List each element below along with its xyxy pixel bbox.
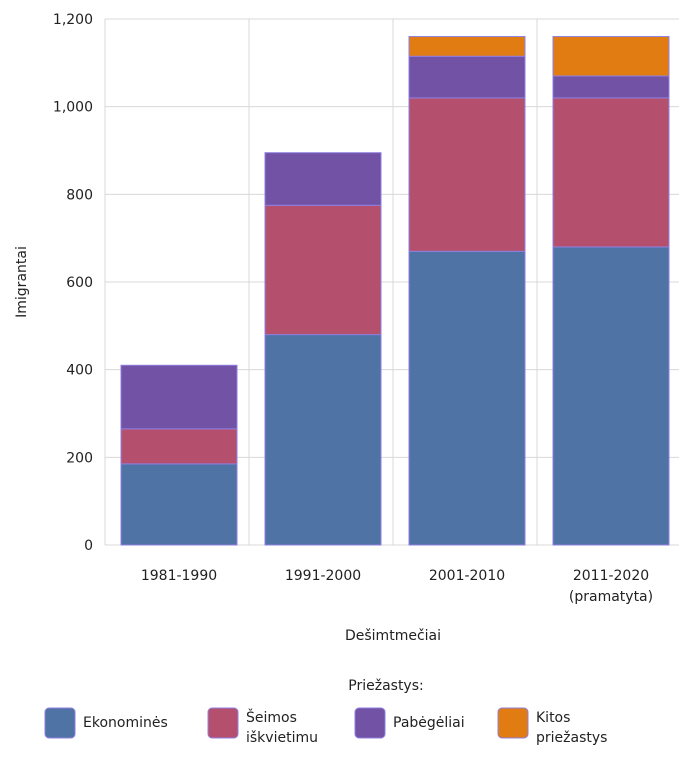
- bar-segment: [264, 204, 382, 336]
- legend: Priežastys: Ekonominės Šeimos iškvietimu Pa…: [44, 678, 607, 746]
- bar-segment: [264, 152, 382, 206]
- axes: Imigrantai Dešimtmečiai 0 200 400 600 800 1,0…: [14, 12, 653, 644]
- x-tick-label: 2001-2010: [429, 568, 505, 584]
- bar-segment: [408, 55, 526, 99]
- bar-segment: [120, 428, 238, 465]
- y-tick-label: 600: [66, 275, 93, 291]
- bar-segment: [552, 75, 670, 99]
- x-axis-title: Dešimtmečiai: [345, 628, 441, 644]
- y-tick-label: 1,200: [53, 12, 93, 28]
- bar-segment: [552, 97, 670, 248]
- bars: [120, 36, 670, 546]
- legend-label: Šeimos iškvietimu: [246, 708, 318, 746]
- y-tick-label: 800: [66, 187, 93, 203]
- bar-segment: [264, 334, 382, 546]
- legend-title: Priežastys:: [348, 678, 423, 694]
- y-axis-title: Imigrantai: [14, 246, 30, 318]
- legend-swatch: [44, 707, 76, 739]
- legend-label: Kitos priežastys: [536, 710, 607, 746]
- bar-segment: [552, 36, 670, 77]
- bar-segment: [408, 97, 526, 252]
- legend-swatch: [497, 707, 529, 739]
- y-tick-label: 1,000: [53, 100, 93, 116]
- legend-label: Pabėgėliai: [393, 715, 465, 731]
- bar-segment: [408, 250, 526, 546]
- bar-segment: [552, 246, 670, 546]
- bar-segment: [120, 463, 238, 546]
- x-tick-label: 1981-1990: [141, 568, 217, 584]
- legend-label: Ekonominės: [83, 715, 168, 731]
- x-tick-label: 1991-2000: [285, 568, 361, 584]
- bar-segment: [120, 364, 238, 430]
- x-tick-label: 2011-2020 (pramatyta): [569, 568, 653, 605]
- y-tick-label: 0: [84, 538, 93, 554]
- y-tick-label: 400: [66, 363, 93, 379]
- bar-segment: [408, 36, 526, 57]
- legend-swatch: [354, 707, 386, 739]
- legend-swatch: [207, 707, 239, 739]
- y-tick-label: 200: [66, 450, 93, 466]
